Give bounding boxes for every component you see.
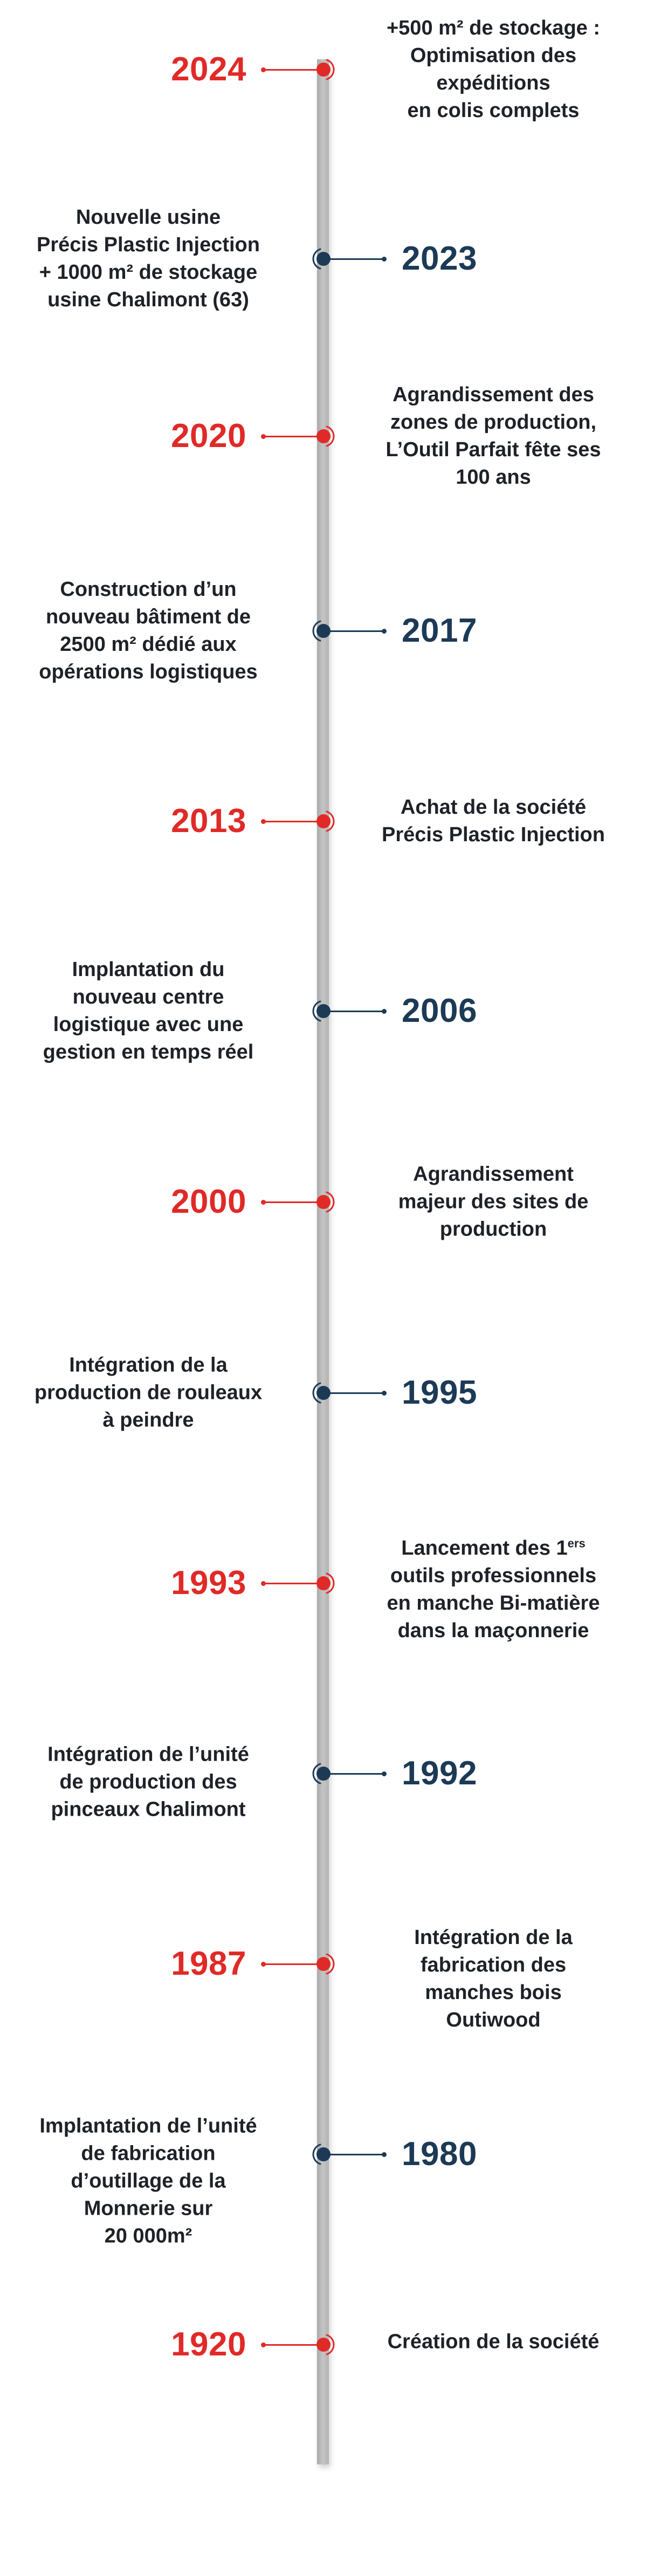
- year-label: 2006: [402, 992, 477, 1029]
- timeline-entry-2023: 2023 Nouvelle usine Précis Plastic Injec…: [0, 206, 647, 311]
- connector-dot: [382, 628, 387, 634]
- ordinal-suffix: ers: [567, 1536, 586, 1550]
- year-label: 2013: [171, 802, 246, 840]
- timeline-node-icon: [312, 248, 331, 270]
- year-label: 1995: [402, 1374, 477, 1411]
- event-description: Nouvelle usine Précis Plastic Injection …: [37, 206, 260, 311]
- timeline-entry-2000: 2000 Agrandissement majeur des sites de …: [0, 1159, 647, 1245]
- year-label: 1992: [402, 1755, 477, 1792]
- event-description: Création de la société: [387, 2330, 600, 2353]
- event-description-part: Lancement des 1: [401, 1537, 568, 1560]
- timeline-node-icon: [312, 1000, 331, 1022]
- connector-line: [263, 1201, 318, 1203]
- timeline-node-icon: [316, 1953, 335, 1975]
- timeline-entry-1993: 1993 Lancement des 1ers outils professio…: [0, 1537, 647, 1641]
- connector-line: [263, 2344, 318, 2346]
- connector-line: [329, 1392, 384, 1394]
- event-description: Implantation du nouveau centre logistiqu…: [43, 958, 254, 1063]
- connector-line: [329, 1773, 384, 1775]
- connector-dot: [382, 1390, 387, 1396]
- year-label: 2017: [402, 612, 477, 649]
- event-description: Lancement des 1ers outils professionnels…: [353, 1535, 634, 1645]
- year-label: 1920: [171, 2326, 246, 2363]
- timeline-entry-1995: 1995 Intégration de la production de rou…: [0, 1350, 647, 1436]
- timeline-node-icon: [316, 810, 335, 832]
- year-label: 2023: [402, 240, 477, 277]
- timeline-axis: [317, 59, 329, 2464]
- event-description: Agrandissement majeur des sites de produ…: [398, 1163, 589, 1241]
- year-label: 2000: [171, 1183, 246, 1220]
- timeline-entry-2006: 2006 Implantation du nouveau centre logi…: [0, 958, 647, 1063]
- timeline-entry-2024: 2024 +500 m² de stockage : Optimisation …: [0, 17, 647, 122]
- connector-line: [263, 435, 318, 437]
- connector-line: [263, 1582, 318, 1584]
- event-description: Construction d’un nouveau bâtiment de 25…: [39, 578, 258, 683]
- timeline-node-icon: [312, 620, 331, 642]
- timeline-node-icon: [312, 2144, 331, 2165]
- connector-line: [263, 1963, 318, 1965]
- connector-line: [329, 2153, 384, 2155]
- timeline-entry-2017: 2017 Construction d’un nouveau bâtiment …: [0, 578, 647, 683]
- connector-dot: [382, 1771, 387, 1776]
- timeline-node-icon: [316, 59, 335, 80]
- timeline-node-icon: [312, 1763, 331, 1784]
- timeline-node-icon: [316, 1572, 335, 1594]
- connector-dot: [382, 2152, 387, 2157]
- timeline-node-icon: [312, 1382, 331, 1404]
- timeline-node-icon: [316, 1191, 335, 1213]
- year-label: 1980: [402, 2135, 477, 2173]
- event-description: Implantation de l’unité de fabrication d…: [39, 2114, 257, 2248]
- connector-line: [263, 68, 318, 71]
- year-label: 1993: [171, 1564, 246, 1602]
- event-description-part: outils professionnels en manche Bi-matiè…: [387, 1564, 600, 1642]
- timeline-entry-2013: 2013 Achat de la société Précis Plastic …: [0, 778, 647, 864]
- connector-line: [263, 820, 318, 822]
- year-label: 1987: [171, 1945, 246, 1982]
- timeline-entry-1980: 1980 Implantation de l’unité de fabricat…: [0, 2111, 647, 2248]
- timeline-entry-1992: 1992 Intégration de l’unité de productio…: [0, 1730, 647, 1821]
- timeline-entry-1987: 1987 Intégration de la fabrication des m…: [0, 1921, 647, 2031]
- timeline-node-icon: [316, 425, 335, 447]
- timeline-entry-2020: 2020 Agrandissement des zones de product…: [0, 383, 647, 489]
- year-label: 2024: [171, 51, 246, 88]
- timeline-node-icon: [316, 2334, 335, 2355]
- event-description: Intégration de l’unité de production des…: [47, 1743, 249, 1821]
- event-description: +500 m² de stockage : Optimisation des e…: [386, 17, 600, 122]
- event-description: Achat de la société Précis Plastic Injec…: [382, 796, 605, 846]
- event-description: Intégration de la production de rouleaux…: [34, 1354, 263, 1432]
- connector-line: [329, 630, 384, 632]
- connector-dot: [382, 1008, 387, 1014]
- connector-dot: [382, 256, 387, 262]
- event-description: Intégration de la fabrication des manche…: [414, 1926, 573, 2031]
- connector-line: [329, 1010, 384, 1012]
- year-label: 2020: [171, 417, 246, 455]
- connector-line: [329, 258, 384, 260]
- timeline-entry-1920: 1920 Création de la société: [0, 2302, 647, 2388]
- event-description: Agrandissement des zones de production, …: [386, 383, 601, 489]
